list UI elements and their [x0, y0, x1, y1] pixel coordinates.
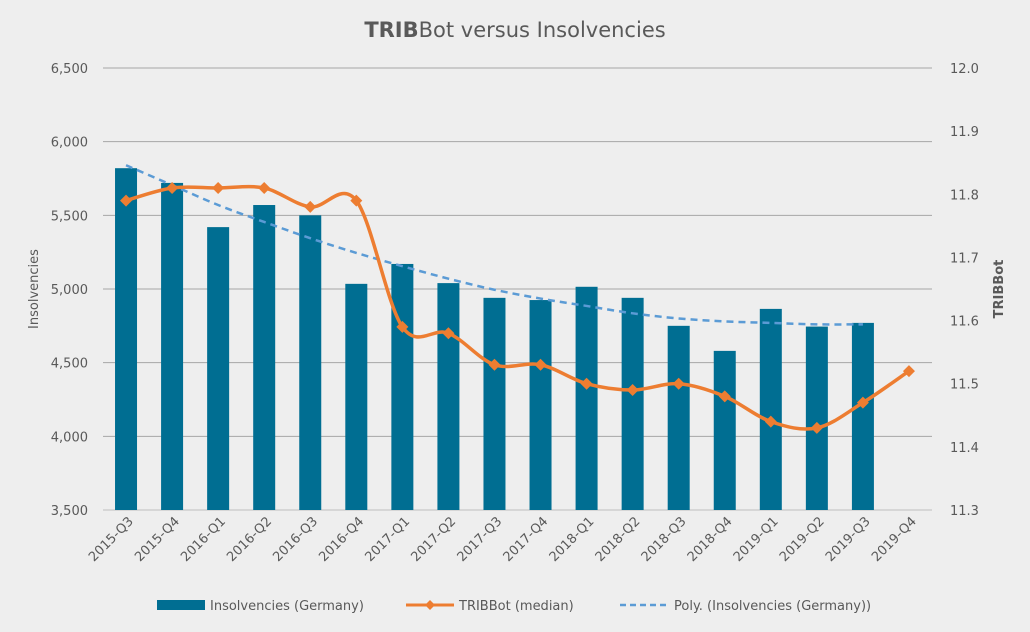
tribbot-marker [304, 200, 317, 213]
trendline [125, 164, 863, 326]
bar [253, 205, 276, 510]
bar [345, 283, 368, 510]
x-tick-label: 2017-Q4 [501, 514, 552, 565]
bar [529, 300, 552, 510]
x-tick-label: 2015-Q4 [132, 514, 183, 565]
x-tick-label: 2017-Q1 [362, 514, 413, 565]
x-tick-label: 2017-Q3 [455, 514, 506, 565]
x-tick-label: 2016-Q1 [178, 514, 229, 565]
x-tick-label: 2018-Q2 [593, 514, 644, 565]
legend-swatch-bars [157, 600, 205, 610]
x-tick-label: 2015-Q3 [86, 514, 137, 565]
bar [575, 286, 598, 510]
y-axis-ticks: 3,500 4,000 4,500 5,000 5,500 6,000 6,500 [51, 62, 88, 519]
bar [805, 326, 828, 510]
bar [115, 168, 138, 511]
tribbot-marker [166, 181, 179, 194]
legend-label-line: TRIBBot (median) [458, 599, 574, 614]
tribbot-marker [718, 390, 731, 403]
bar [437, 283, 460, 510]
tribbot-marker [534, 358, 547, 371]
bar [713, 350, 736, 510]
tribbot-marker [212, 181, 225, 194]
tribbot-marker [580, 377, 593, 390]
x-tick-label: 2019-Q1 [731, 514, 782, 565]
y-tick-label: 5,000 [51, 283, 88, 298]
trendline-series [125, 164, 863, 326]
y-tick-label: 4,500 [51, 357, 88, 372]
x-tick-label: 2019-Q4 [869, 514, 920, 565]
bar [391, 263, 414, 510]
legend: Insolvencies (Germany) TRIBBot (median) … [157, 599, 871, 614]
x-tick-label: 2016-Q2 [224, 514, 275, 565]
y2-tick-label: 11.9 [950, 125, 979, 140]
legend-marker-line [425, 600, 435, 610]
x-tick-label: 2019-Q2 [777, 514, 828, 565]
y2-axis-ticks: 11.3 11.4 11.5 11.6 11.7 11.8 11.9 12.0 [950, 62, 979, 519]
tribbot-marker [856, 396, 869, 409]
bar [299, 215, 322, 511]
y-axis-label: Insolvencies [27, 249, 42, 329]
tribbot-line [125, 184, 910, 431]
tribbot-marker [764, 415, 777, 428]
y2-tick-label: 11.8 [950, 188, 979, 203]
y-tick-label: 6,000 [51, 136, 88, 151]
bar [621, 297, 644, 510]
bar-series [115, 168, 874, 511]
y-tick-label: 4,000 [51, 430, 88, 445]
tribbot-marker [350, 194, 363, 207]
bar [759, 308, 782, 510]
tribbot-marker [902, 365, 915, 378]
chart-title: TRIBBot versus Insolvencies [364, 18, 665, 42]
y-tick-label: 3,500 [51, 504, 88, 519]
x-tick-label: 2018-Q4 [685, 514, 736, 565]
x-tick-label: 2018-Q3 [639, 514, 690, 565]
y2-axis-label: TRIBBot [992, 260, 1007, 319]
x-tick-label: 2016-Q3 [270, 514, 321, 565]
y-tick-label: 5,500 [51, 209, 88, 224]
x-axis-ticks: 2015-Q32015-Q42016-Q12016-Q22016-Q32016-… [86, 514, 920, 565]
y2-tick-label: 11.7 [950, 251, 979, 266]
tribbot-marker [442, 327, 455, 340]
bar [851, 322, 874, 510]
tribbot-marker [810, 421, 823, 434]
legend-label-trend: Poly. (Insolvencies (Germany)) [674, 599, 871, 614]
bar [207, 227, 230, 510]
y2-tick-label: 11.4 [950, 441, 979, 456]
y-tick-label: 6,500 [51, 62, 88, 77]
gridlines [103, 67, 932, 511]
x-tick-label: 2018-Q1 [547, 514, 598, 565]
x-tick-label: 2017-Q2 [408, 514, 459, 565]
y2-tick-label: 11.5 [950, 378, 979, 393]
tribbot-marker [626, 384, 639, 397]
bar [667, 325, 690, 510]
tribbot-marker [396, 320, 409, 333]
bar [483, 297, 506, 510]
tribbot-marker [120, 194, 133, 207]
y2-tick-label: 11.6 [950, 315, 979, 330]
x-tick-label: 2019-Q3 [823, 514, 874, 565]
tribbot-marker [672, 377, 685, 390]
tribbot-marker [258, 181, 271, 194]
y2-tick-label: 11.3 [950, 504, 979, 519]
y2-tick-label: 12.0 [950, 62, 979, 77]
legend-label-bars: Insolvencies (Germany) [210, 599, 364, 614]
tribbot-marker [488, 358, 501, 371]
line-series [120, 181, 915, 434]
bar [161, 182, 184, 511]
x-tick-label: 2016-Q4 [316, 514, 367, 565]
